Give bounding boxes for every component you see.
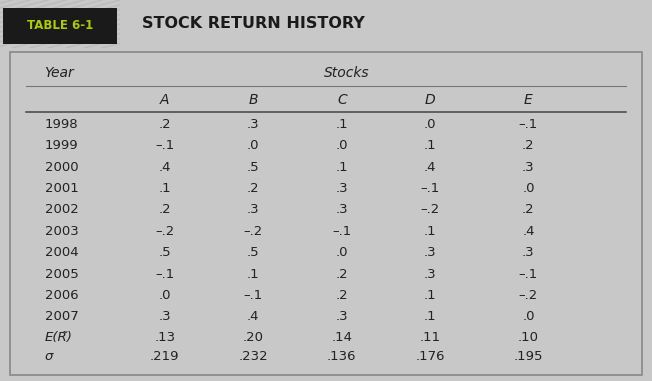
Text: E(R̃): E(R̃) (44, 331, 72, 344)
Text: –.1: –.1 (155, 139, 174, 152)
Text: .3: .3 (424, 267, 437, 280)
Text: –.2: –.2 (244, 225, 263, 238)
Text: .0: .0 (336, 139, 348, 152)
Text: .14: .14 (331, 331, 352, 344)
Text: .10: .10 (518, 331, 539, 344)
Text: .11: .11 (420, 331, 441, 344)
Text: .0: .0 (424, 118, 437, 131)
Text: .3: .3 (522, 161, 535, 174)
Text: .1: .1 (424, 225, 437, 238)
Text: .1: .1 (424, 139, 437, 152)
Text: B: B (248, 93, 258, 107)
Text: .3: .3 (336, 203, 348, 216)
Text: .4: .4 (247, 310, 259, 323)
Text: –.2: –.2 (421, 203, 440, 216)
Text: .1: .1 (424, 289, 437, 302)
Text: 2004: 2004 (44, 246, 78, 259)
Text: C: C (337, 93, 347, 107)
Text: .3: .3 (522, 246, 535, 259)
Text: σ: σ (44, 350, 53, 363)
Text: .0: .0 (522, 182, 535, 195)
Text: .219: .219 (150, 350, 179, 363)
Text: .1: .1 (336, 161, 348, 174)
Text: .0: .0 (247, 139, 259, 152)
Text: –.1: –.1 (421, 182, 440, 195)
Text: Stocks: Stocks (324, 66, 370, 80)
Text: .4: .4 (158, 161, 171, 174)
Text: 1999: 1999 (44, 139, 78, 152)
Text: E: E (524, 93, 533, 107)
Text: .2: .2 (158, 118, 171, 131)
Text: .0: .0 (158, 289, 171, 302)
Text: .5: .5 (247, 161, 259, 174)
Text: .2: .2 (247, 182, 259, 195)
Text: 2000: 2000 (44, 161, 78, 174)
Text: STOCK RETURN HISTORY: STOCK RETURN HISTORY (142, 16, 365, 32)
Text: D: D (425, 93, 436, 107)
Text: .2: .2 (158, 203, 171, 216)
Text: .13: .13 (154, 331, 175, 344)
Text: –.1: –.1 (519, 267, 538, 280)
Text: .1: .1 (158, 182, 171, 195)
Text: 2002: 2002 (44, 203, 78, 216)
Text: .3: .3 (336, 182, 348, 195)
Text: 2001: 2001 (44, 182, 78, 195)
Text: .176: .176 (415, 350, 445, 363)
Text: .2: .2 (336, 267, 348, 280)
Text: TABLE 6-1: TABLE 6-1 (27, 19, 93, 32)
Text: 1998: 1998 (44, 118, 78, 131)
Text: 2007: 2007 (44, 310, 78, 323)
Text: .0: .0 (522, 310, 535, 323)
Text: .4: .4 (522, 225, 535, 238)
Text: –.1: –.1 (519, 118, 538, 131)
Text: .5: .5 (247, 246, 259, 259)
FancyBboxPatch shape (0, 6, 123, 45)
Text: .5: .5 (158, 246, 171, 259)
Text: 2005: 2005 (44, 267, 78, 280)
Text: .1: .1 (247, 267, 259, 280)
Text: –.2: –.2 (519, 289, 538, 302)
Text: .2: .2 (336, 289, 348, 302)
Text: –.2: –.2 (155, 225, 174, 238)
Text: .3: .3 (247, 118, 259, 131)
Text: .20: .20 (243, 331, 264, 344)
Text: A: A (160, 93, 170, 107)
Text: .136: .136 (327, 350, 357, 363)
Text: .0: .0 (336, 246, 348, 259)
Text: .232: .232 (239, 350, 268, 363)
Text: .3: .3 (424, 246, 437, 259)
Text: 2006: 2006 (44, 289, 78, 302)
Text: .1: .1 (424, 310, 437, 323)
Text: .1: .1 (336, 118, 348, 131)
Text: .2: .2 (522, 203, 535, 216)
Text: 2003: 2003 (44, 225, 78, 238)
Text: .2: .2 (522, 139, 535, 152)
Text: .3: .3 (247, 203, 259, 216)
Text: –.1: –.1 (244, 289, 263, 302)
Text: .4: .4 (424, 161, 437, 174)
Text: –.1: –.1 (155, 267, 174, 280)
Text: Year: Year (44, 66, 74, 80)
Text: .3: .3 (158, 310, 171, 323)
Text: .3: .3 (336, 310, 348, 323)
Text: .195: .195 (514, 350, 543, 363)
Text: –.1: –.1 (332, 225, 351, 238)
